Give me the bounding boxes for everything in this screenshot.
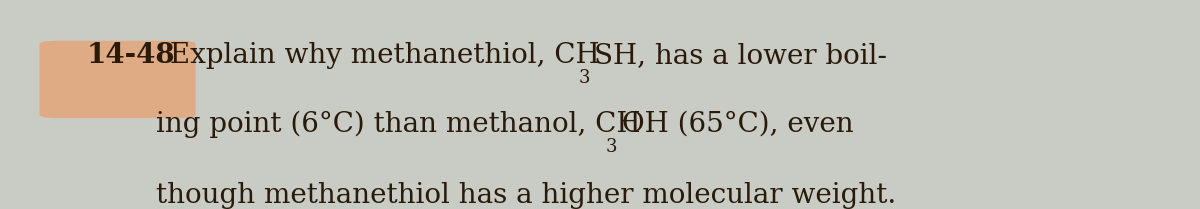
Text: 14-48: 14-48 xyxy=(86,42,175,69)
Text: SH, has a lower boil-: SH, has a lower boil- xyxy=(594,42,887,69)
Text: 3: 3 xyxy=(606,138,618,156)
FancyBboxPatch shape xyxy=(40,41,196,118)
Text: ing point (6°C) than methanol, CH: ing point (6°C) than methanol, CH xyxy=(156,111,641,138)
Text: Explain why methanethiol, CH: Explain why methanethiol, CH xyxy=(161,42,600,69)
Text: 3: 3 xyxy=(578,69,590,87)
Text: though methanethiol has a higher molecular weight.: though methanethiol has a higher molecul… xyxy=(156,182,896,209)
Text: OH (65°C), even: OH (65°C), even xyxy=(622,111,853,138)
